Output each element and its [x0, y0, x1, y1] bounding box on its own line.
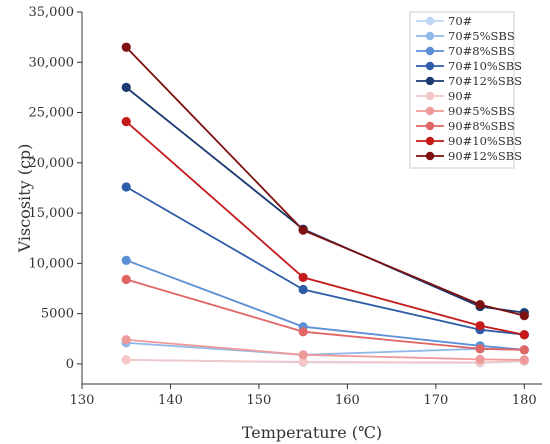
data-point	[121, 274, 131, 285]
x-tick-label: 130	[70, 393, 95, 408]
data-point	[519, 330, 529, 340]
series-line	[126, 338, 525, 361]
series-8	[121, 116, 529, 340]
x-axis-title: Temperature (℃)	[242, 423, 382, 442]
data-point	[298, 284, 308, 295]
series-line	[125, 120, 525, 336]
x-axis-ticks: 130 140 150 160 170 180	[70, 384, 537, 408]
data-point	[519, 355, 529, 365]
legend-label: 90#10%SBS	[448, 134, 522, 148]
data-point	[475, 321, 485, 331]
y-tick-label: 35,000	[29, 5, 75, 20]
legend-label: 70#12%SBS	[448, 74, 522, 88]
x-tick-label: 170	[423, 393, 448, 408]
series-7	[121, 274, 529, 355]
data-point	[298, 350, 308, 360]
data-point	[519, 345, 529, 355]
legend-label: 90#	[448, 89, 472, 103]
legend-swatch-marker	[425, 61, 435, 71]
y-tick-label: 20,000	[29, 156, 75, 171]
legend-item: 90#10%SBS	[416, 134, 522, 148]
data-point	[121, 42, 131, 52]
y-tick-label: 10,000	[29, 256, 75, 271]
data-point	[475, 354, 485, 364]
series-3	[121, 182, 529, 340]
legend-swatch-marker	[425, 91, 435, 101]
legend-label: 90#5%SBS	[448, 104, 515, 118]
x-tick-label: 140	[158, 393, 183, 408]
legend-label: 70#10%SBS	[448, 59, 522, 73]
data-point	[121, 182, 131, 192]
legend-swatch-marker	[425, 151, 435, 161]
data-point	[298, 357, 308, 367]
data-point	[298, 225, 308, 235]
y-tick-label: 0	[66, 357, 74, 372]
legend-item: 70#12%SBS	[416, 74, 522, 88]
x-tick-label: 180	[512, 393, 537, 408]
legend-label: 90#12%SBS	[448, 149, 522, 163]
data-point	[519, 311, 529, 321]
y-tick-label: 25,000	[29, 106, 75, 121]
legend-item: 90#8%SBS	[416, 119, 515, 133]
series-6	[121, 335, 529, 365]
data-point	[475, 299, 485, 310]
legend-item: 90#12%SBS	[416, 149, 522, 163]
legend-swatch-marker	[425, 121, 435, 131]
legend-label: 70#	[448, 14, 472, 28]
legend-swatch-marker	[425, 16, 435, 26]
legend-swatch-marker	[425, 76, 435, 86]
legend-item: 90#	[416, 89, 472, 103]
data-point	[121, 82, 131, 93]
y-tick-label: 30,000	[29, 55, 75, 70]
data-point	[121, 255, 131, 265]
legend-swatch-marker	[425, 31, 435, 41]
legend-item: 70#8%SBS	[416, 44, 515, 58]
series-2	[121, 255, 529, 355]
series-9	[121, 42, 529, 321]
series-line	[125, 186, 525, 336]
y-axis-ticks: 0 5000 10,000 15,000 20,000 25,000 30,000 35,00…	[29, 5, 82, 372]
legend-label: 70#8%SBS	[448, 44, 515, 58]
y-axis-title: Viscosity (cp)	[15, 144, 34, 254]
data-point	[298, 327, 308, 337]
data-point	[298, 272, 308, 283]
legend-item: 70#10%SBS	[416, 59, 522, 73]
data-point	[121, 116, 131, 127]
data-point	[121, 335, 131, 345]
y-tick-label: 5000	[41, 307, 74, 322]
plot-frame	[81, 12, 542, 385]
legend-swatch-marker	[425, 46, 435, 56]
data-point	[121, 355, 131, 365]
series-line	[125, 259, 525, 351]
y-tick-label: 15,000	[29, 206, 75, 221]
legend-label: 90#8%SBS	[448, 119, 515, 133]
series-line	[125, 278, 525, 351]
legend-item: 90#5%SBS	[416, 104, 515, 118]
series-line	[125, 46, 525, 317]
legend-swatch-marker	[425, 136, 435, 146]
data-point	[475, 344, 485, 354]
legend-item: 70#	[416, 14, 472, 28]
legend-item: 70#5%SBS	[416, 29, 515, 43]
series-line	[126, 359, 525, 364]
x-tick-label: 160	[335, 393, 360, 408]
x-tick-label: 150	[247, 393, 272, 408]
series-5	[121, 355, 529, 367]
legend-swatch-marker	[425, 106, 435, 116]
legend: 70#70#5%SBS70#8%SBS70#10%SBS70#12%SBS90#…	[409, 11, 522, 169]
series-layer	[121, 42, 529, 368]
legend-label: 70#5%SBS	[448, 29, 515, 43]
